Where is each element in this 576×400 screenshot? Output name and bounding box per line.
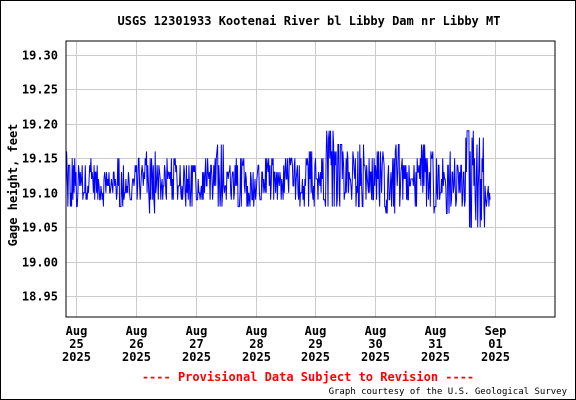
x-tick-year: 2025 [122, 350, 151, 364]
x-tick-year: 2025 [421, 350, 450, 364]
x-tick-day: 27 [189, 337, 203, 351]
x-tick-month: Aug [305, 324, 327, 338]
y-tick-label: 19.05 [22, 221, 58, 235]
x-tick-day: 25 [69, 337, 83, 351]
x-tick-month: Aug [425, 324, 447, 338]
plot-area-border [65, 40, 556, 318]
y-tick-label: 19.00 [22, 256, 58, 270]
x-tick-day: 28 [249, 337, 263, 351]
x-tick-day: 01 [488, 337, 502, 351]
y-axis-label: Gage height, feet [6, 124, 20, 247]
x-tick-year: 2025 [182, 350, 211, 364]
x-tick-month: Aug [66, 324, 88, 338]
x-tick-year: 2025 [301, 350, 330, 364]
x-tick-labels: Aug252025Aug262025Aug272025Aug282025Aug2… [62, 324, 510, 364]
y-tick-label: 19.15 [22, 152, 58, 166]
x-tick-day: 26 [129, 337, 143, 351]
x-tick-day: 30 [368, 337, 382, 351]
x-tick-year: 2025 [62, 350, 91, 364]
provisional-note: ---- Provisional Data Subject to Revisio… [142, 370, 474, 384]
credit-note: Graph courtesy of the U.S. Geological Su… [329, 387, 568, 397]
x-tick-year: 2025 [242, 350, 271, 364]
x-tick-day: 29 [308, 337, 322, 351]
y-tick-label: 19.10 [22, 187, 58, 201]
y-tick-label: 18.95 [22, 290, 58, 304]
x-tick-month: Aug [246, 324, 268, 338]
y-tick-label: 19.20 [22, 118, 58, 132]
x-tick-month: Sep [485, 324, 507, 338]
series-line [65, 130, 491, 228]
x-tick-month: Aug [365, 324, 387, 338]
x-tick-day: 31 [428, 337, 442, 351]
x-tick-month: Aug [186, 324, 208, 338]
chart-title: USGS 12301933 Kootenai River bl Libby Da… [118, 14, 501, 28]
y-tick-label: 19.25 [22, 83, 58, 97]
x-tick-month: Aug [126, 324, 148, 338]
x-tick-year: 2025 [481, 350, 510, 364]
x-tick-year: 2025 [361, 350, 390, 364]
y-tick-labels: 19.30 19.25 19.20 19.15 19.10 19.05 19.00 18.95 [22, 49, 58, 304]
gage-height-series [65, 130, 491, 228]
y-tick-label: 19.30 [22, 49, 58, 63]
grid [66, 41, 555, 317]
